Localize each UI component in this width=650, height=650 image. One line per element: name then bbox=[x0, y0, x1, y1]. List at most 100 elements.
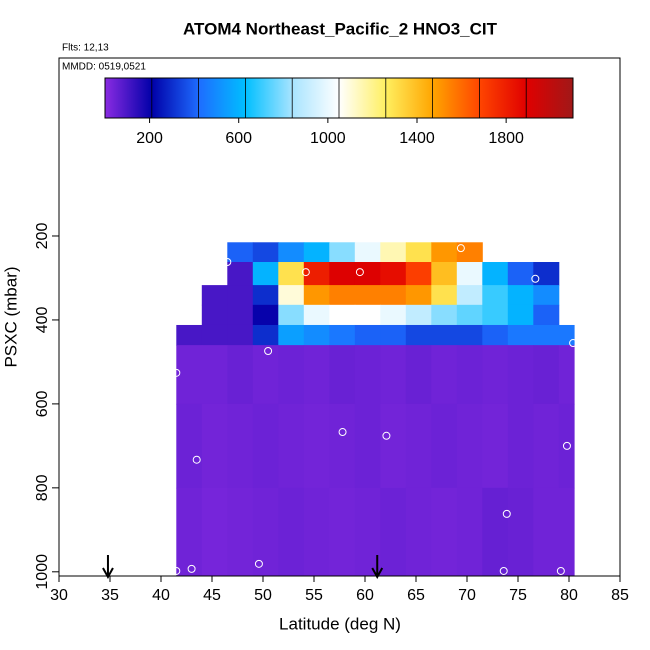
x-tick-label: 65 bbox=[407, 587, 425, 604]
heatmap-cell bbox=[431, 262, 458, 286]
heatmap-cell bbox=[431, 487, 458, 577]
plot-frame bbox=[58, 57, 621, 577]
heatmap-cell bbox=[252, 345, 279, 405]
heatmap-cell bbox=[431, 242, 458, 263]
heatmap-cell bbox=[227, 324, 254, 346]
heatmap-cell bbox=[507, 262, 534, 286]
x-tick-label: 60 bbox=[356, 587, 374, 604]
heatmap-cell bbox=[227, 242, 254, 263]
heatmap-cell bbox=[507, 345, 534, 405]
heatmap-cell bbox=[201, 345, 228, 405]
heatmap-cell bbox=[533, 403, 560, 489]
sample-point bbox=[172, 566, 181, 575]
annotation: Flts: 12,13 bbox=[62, 43, 109, 54]
x-tick-label: 80 bbox=[560, 587, 578, 604]
heatmap-cell bbox=[482, 304, 509, 326]
heatmap-cell bbox=[303, 403, 330, 489]
heatmap-cell bbox=[329, 242, 356, 263]
heatmap-cell bbox=[329, 345, 356, 405]
heatmap-cell bbox=[456, 285, 483, 306]
heatmap-cell bbox=[431, 324, 458, 346]
heatmap-cell bbox=[354, 345, 381, 405]
heatmap-cell bbox=[431, 403, 458, 489]
heatmap-cell bbox=[176, 487, 203, 577]
heatmap-cell bbox=[507, 487, 534, 577]
sample-point bbox=[301, 268, 310, 277]
colorbar-segment bbox=[385, 78, 433, 118]
sample-point bbox=[569, 339, 578, 348]
heatmap-cell bbox=[558, 487, 575, 577]
heatmap-cell bbox=[558, 403, 575, 489]
colorbar-tick-label: 1400 bbox=[399, 130, 435, 147]
heatmap-cell bbox=[278, 345, 305, 405]
heatmap-cell bbox=[201, 487, 228, 577]
heatmap-cell bbox=[201, 324, 228, 346]
heatmap-cell bbox=[252, 304, 279, 326]
sample-point bbox=[499, 566, 508, 575]
heatmap-cell bbox=[405, 262, 432, 286]
colorbar-tick-label: 1800 bbox=[488, 130, 524, 147]
heatmap-cell bbox=[456, 345, 483, 405]
heatmap-cell bbox=[303, 285, 330, 306]
heatmap-cell bbox=[482, 262, 509, 286]
colorbar-tick-label: 200 bbox=[136, 130, 163, 147]
heatmap-cell bbox=[252, 403, 279, 489]
heatmap-cell bbox=[482, 324, 509, 346]
y-tick-label: 200 bbox=[34, 223, 51, 250]
heatmap-cell bbox=[405, 304, 432, 326]
heatmap-cell bbox=[456, 487, 483, 577]
heatmap-cell bbox=[303, 242, 330, 263]
y-tick-label: 600 bbox=[34, 390, 51, 417]
heatmap-cell bbox=[405, 285, 432, 306]
colorbar-segment bbox=[526, 78, 574, 118]
colorbar-segment bbox=[479, 78, 527, 118]
colorbar-segment bbox=[292, 78, 340, 118]
heatmap-cell bbox=[380, 345, 407, 405]
heatmap-cell bbox=[227, 403, 254, 489]
heatmap-cell bbox=[507, 304, 534, 326]
colorbar-segment bbox=[105, 78, 153, 118]
x-tick-label: 35 bbox=[101, 587, 119, 604]
heatmap-cell bbox=[405, 242, 432, 263]
y-tick-label: 1000 bbox=[34, 554, 51, 590]
sample-point bbox=[338, 428, 347, 437]
heatmap-cell bbox=[380, 262, 407, 286]
heatmap-cell bbox=[329, 285, 356, 306]
heatmap-cell bbox=[303, 487, 330, 577]
heatmap-cell bbox=[227, 487, 254, 577]
colorbar-segment bbox=[151, 78, 199, 118]
flight-arrow bbox=[371, 555, 384, 580]
heatmap-cell bbox=[329, 324, 356, 346]
sample-point bbox=[223, 258, 232, 267]
heatmap-cell bbox=[303, 345, 330, 405]
heatmap-cell bbox=[482, 487, 509, 577]
heatmap-cell bbox=[507, 285, 534, 306]
x-tick-label: 50 bbox=[254, 587, 272, 604]
heatmap-cell bbox=[380, 403, 407, 489]
sample-point bbox=[382, 431, 391, 440]
heatmap-cell bbox=[533, 262, 560, 286]
x-axis-label: Latitude (deg N) bbox=[279, 614, 401, 633]
heatmap-cell bbox=[227, 345, 254, 405]
heatmap-cell bbox=[456, 262, 483, 286]
y-tick-label: 400 bbox=[34, 306, 51, 333]
heatmap-cell bbox=[303, 262, 330, 286]
heatmap-cell bbox=[278, 324, 305, 346]
heatmap-cell bbox=[303, 304, 330, 326]
heatmap-cell bbox=[176, 324, 203, 346]
sample-point bbox=[502, 509, 511, 518]
heatmap-cell bbox=[533, 345, 560, 405]
heatmap-cell bbox=[431, 285, 458, 306]
heatmap-cell bbox=[482, 285, 509, 306]
heatmap-cell bbox=[201, 304, 228, 326]
flight-arrow bbox=[102, 555, 114, 580]
heatmap-cell bbox=[482, 403, 509, 489]
colorbar-segment bbox=[198, 78, 246, 118]
heatmap-cell bbox=[431, 345, 458, 405]
colorbar-tick-label: 1000 bbox=[310, 130, 346, 147]
heatmap-cell bbox=[380, 487, 407, 577]
heatmap-cell bbox=[405, 403, 432, 489]
heatmap-cell bbox=[354, 324, 381, 346]
heatmap-cell bbox=[533, 324, 560, 346]
sample-point bbox=[264, 347, 273, 356]
